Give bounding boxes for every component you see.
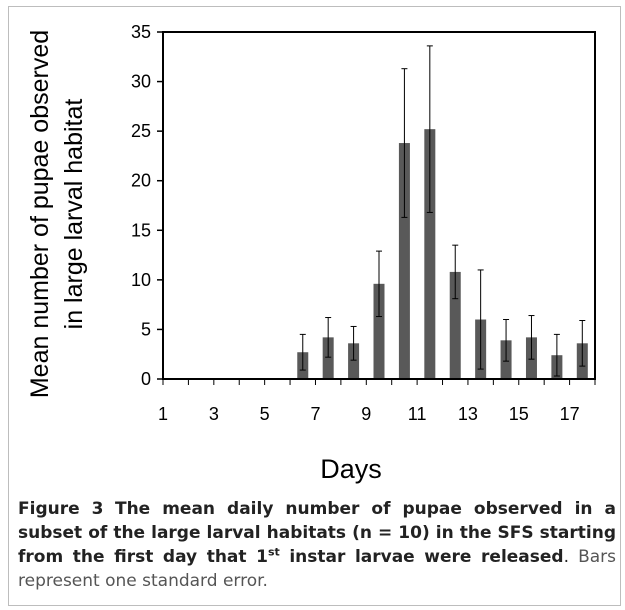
caption-bold-title: The mean daily number of pupae observed …	[18, 499, 616, 567]
y-tick-label: 5	[141, 319, 151, 339]
bar	[398, 143, 410, 379]
x-tick-label: 9	[361, 404, 371, 424]
bar	[449, 271, 461, 379]
y-axis-label-line: in large larval habitat	[60, 99, 88, 330]
x-tick-label: 3	[209, 404, 219, 424]
bar	[424, 129, 436, 379]
caption-superscript: st	[267, 545, 280, 559]
y-tick-label: 0	[141, 369, 151, 389]
figure-label: Figure 3	[18, 499, 104, 519]
bar	[373, 283, 385, 379]
x-axis-ticks: 1 3 5 7 9 11 13 15 17	[158, 379, 596, 424]
error-bars	[299, 45, 586, 377]
x-tick-label: 11	[408, 404, 427, 424]
x-tick-label: 13	[458, 404, 478, 424]
bars	[297, 129, 588, 379]
plot-area-border	[162, 31, 596, 380]
figure-caption: Figure 3 The mean daily number of pupae …	[18, 497, 616, 593]
x-tick-label: 5	[260, 404, 270, 424]
figure-frame	[8, 6, 621, 606]
y-tick-label: 15	[131, 220, 151, 240]
y-tick-label: 25	[131, 121, 151, 141]
caption-bold-post: instar larvae were released	[279, 547, 564, 567]
caption-rest: Bars represent one standard error.	[18, 547, 616, 591]
bar	[322, 337, 334, 379]
y-tick-label: 30	[131, 72, 151, 92]
y-tick-label: 35	[131, 22, 151, 42]
y-axis-label-line: Mean number of pupae observed	[26, 30, 54, 398]
caption-period: .	[563, 547, 569, 567]
x-tick-label: 15	[509, 404, 529, 424]
y-tick-label: 10	[131, 270, 151, 290]
bar-chart: Mean number of pupae observed in large la…	[26, 22, 596, 484]
x-tick-label: 1	[158, 404, 168, 424]
bar	[348, 343, 360, 379]
y-axis-ticks: 0 5 10 15 20 25 30 35	[131, 22, 163, 389]
x-axis-label: Days	[320, 454, 382, 484]
x-tick-label: 7	[310, 404, 320, 424]
y-tick-label: 20	[131, 171, 151, 191]
figure-frame-bottom	[8, 605, 621, 606]
y-axis-label: Mean number of pupae observed in large la…	[26, 30, 88, 398]
x-tick-label: 17	[560, 404, 580, 424]
caption-bold-pre: The mean daily number of pupae observed …	[18, 499, 617, 567]
